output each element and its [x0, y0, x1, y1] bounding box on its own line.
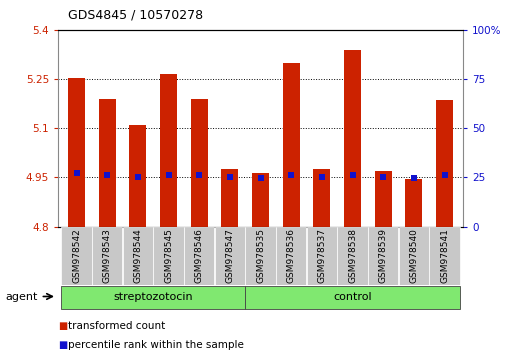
Bar	[374, 171, 391, 227]
Text: percentile rank within the sample: percentile rank within the sample	[68, 340, 244, 350]
Text: GSM978545: GSM978545	[164, 228, 173, 283]
Text: GSM978536: GSM978536	[286, 228, 295, 283]
Text: GDS4845 / 10570278: GDS4845 / 10570278	[68, 9, 203, 22]
Text: transformed count: transformed count	[68, 321, 165, 331]
Text: ■: ■	[58, 340, 67, 350]
FancyBboxPatch shape	[429, 227, 459, 285]
Bar	[98, 99, 116, 227]
Text: GSM978537: GSM978537	[317, 228, 326, 283]
FancyBboxPatch shape	[61, 286, 245, 308]
Text: GSM978546: GSM978546	[194, 228, 204, 283]
FancyBboxPatch shape	[367, 227, 397, 285]
FancyBboxPatch shape	[337, 227, 367, 285]
FancyBboxPatch shape	[245, 286, 459, 308]
Bar	[405, 179, 422, 227]
Bar	[129, 125, 146, 227]
Bar	[251, 172, 269, 227]
Bar	[313, 169, 330, 227]
FancyBboxPatch shape	[92, 227, 122, 285]
Bar	[343, 50, 360, 227]
FancyBboxPatch shape	[398, 227, 428, 285]
FancyBboxPatch shape	[153, 227, 183, 285]
Bar	[160, 74, 177, 227]
Bar	[190, 99, 207, 227]
FancyBboxPatch shape	[123, 227, 153, 285]
FancyBboxPatch shape	[61, 227, 91, 285]
Text: GSM978541: GSM978541	[439, 228, 448, 283]
Text: GSM978539: GSM978539	[378, 228, 387, 283]
Text: GSM978535: GSM978535	[256, 228, 265, 283]
Text: GSM978540: GSM978540	[409, 228, 418, 283]
Text: GSM978547: GSM978547	[225, 228, 234, 283]
FancyBboxPatch shape	[184, 227, 214, 285]
Bar	[435, 101, 452, 227]
Bar	[221, 169, 238, 227]
Text: GSM978538: GSM978538	[347, 228, 357, 283]
Text: GSM978544: GSM978544	[133, 228, 142, 283]
Text: GSM978543: GSM978543	[103, 228, 112, 283]
FancyBboxPatch shape	[306, 227, 336, 285]
Text: streptozotocin: streptozotocin	[113, 292, 193, 302]
Bar	[282, 63, 299, 227]
Text: control: control	[333, 292, 371, 302]
Text: GSM978542: GSM978542	[72, 228, 81, 283]
Text: agent: agent	[5, 292, 37, 302]
Text: ■: ■	[58, 321, 67, 331]
FancyBboxPatch shape	[276, 227, 306, 285]
FancyBboxPatch shape	[245, 227, 275, 285]
Bar	[68, 78, 85, 227]
FancyBboxPatch shape	[214, 227, 244, 285]
